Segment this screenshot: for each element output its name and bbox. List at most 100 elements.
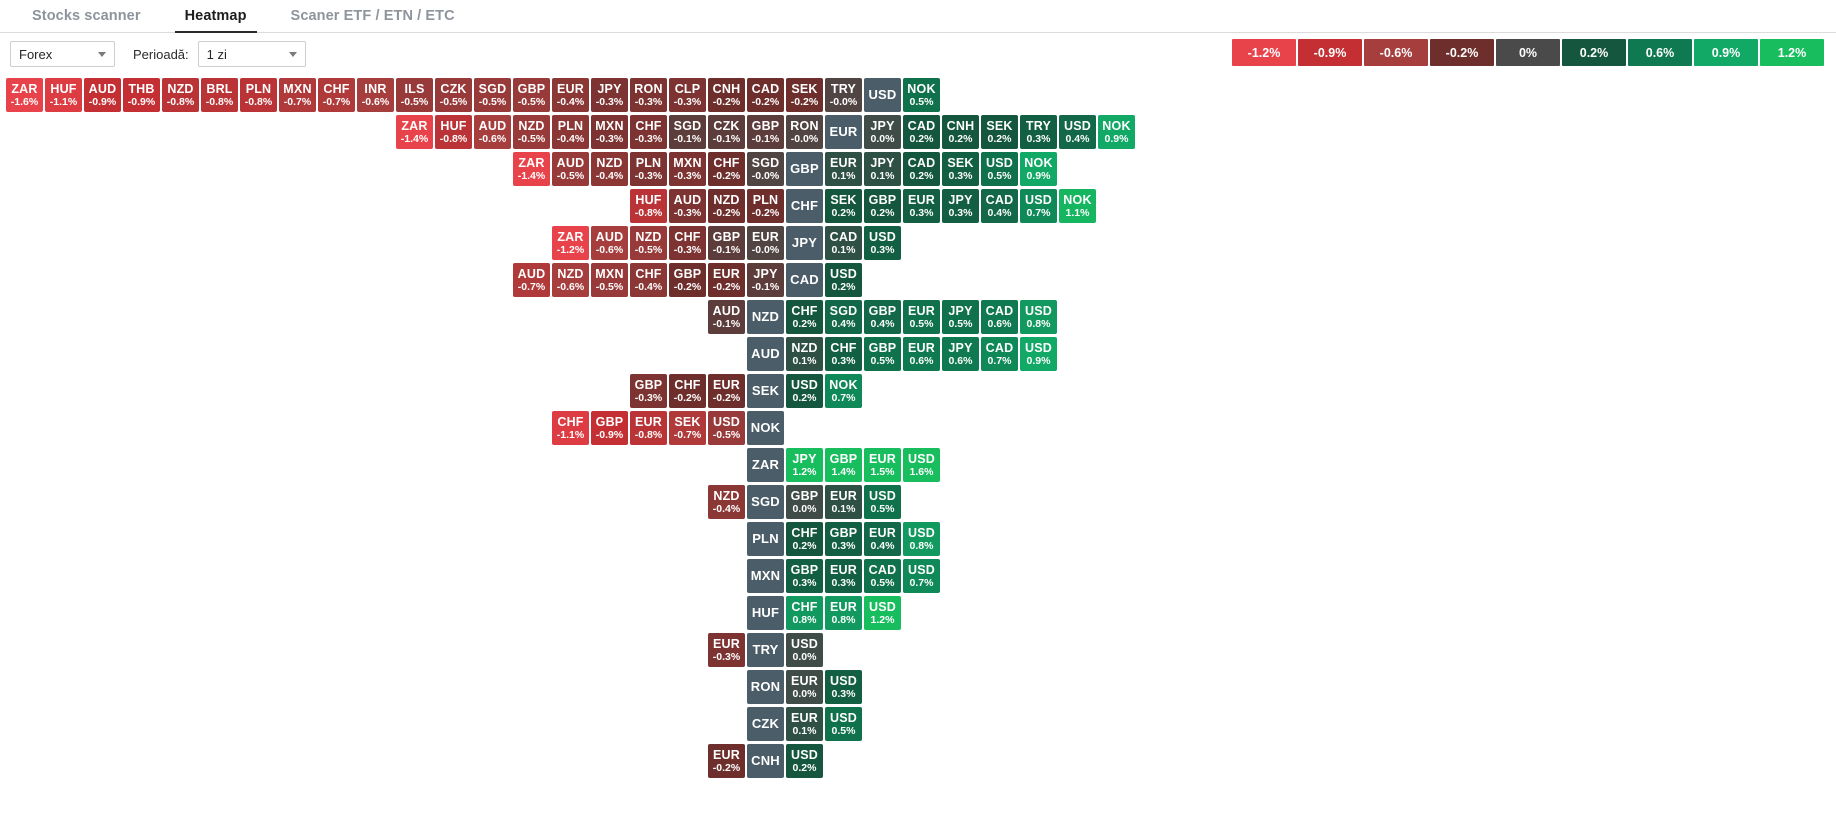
heatmap-base-cell[interactable]: SGD [747,485,784,519]
heatmap-cell[interactable]: MXN -0.3% [669,152,706,186]
legend-cell[interactable]: 1.2% [1760,39,1824,66]
heatmap-cell[interactable]: USD 0.3% [864,226,901,260]
heatmap-cell[interactable]: EUR 0.1% [786,707,823,741]
heatmap-cell[interactable]: NOK 0.9% [1020,152,1057,186]
heatmap-cell[interactable]: NZD -0.5% [630,226,667,260]
heatmap-cell[interactable]: USD 0.8% [903,522,940,556]
heatmap-cell[interactable]: USD 0.5% [981,152,1018,186]
heatmap-cell[interactable]: GBP 1.4% [825,448,862,482]
heatmap-cell[interactable]: GBP 0.4% [864,300,901,334]
legend-cell[interactable]: -0.6% [1364,39,1428,66]
heatmap-cell[interactable]: EUR 0.8% [825,596,862,630]
heatmap-cell[interactable]: JPY 1.2% [786,448,823,482]
heatmap-base-cell[interactable]: CAD [786,263,823,297]
heatmap-cell[interactable]: PLN -0.3% [630,152,667,186]
heatmap-cell[interactable]: CHF -0.3% [669,226,706,260]
heatmap-base-cell[interactable]: CNH [747,744,784,778]
heatmap-cell[interactable]: CNH -0.2% [708,78,745,112]
heatmap-cell[interactable]: CHF 0.3% [825,337,862,371]
heatmap-base-cell[interactable]: CHF [786,189,823,223]
heatmap-cell[interactable]: USD 0.7% [1020,189,1057,223]
legend-cell[interactable]: -1.2% [1232,39,1296,66]
heatmap-cell[interactable]: EUR 0.1% [825,152,862,186]
heatmap-cell[interactable]: CHF -1.1% [552,411,589,445]
heatmap-cell[interactable]: CAD -0.2% [747,78,784,112]
heatmap-cell[interactable]: THB -0.9% [123,78,160,112]
heatmap-cell[interactable]: SEK 0.3% [942,152,979,186]
tab-scaner-etf-etn-etc[interactable]: Scaner ETF / ETN / ETC [269,0,477,32]
heatmap-cell[interactable]: PLN -0.4% [552,115,589,149]
heatmap-cell[interactable]: EUR 0.5% [903,300,940,334]
heatmap-cell[interactable]: CAD 0.2% [903,115,940,149]
heatmap-cell[interactable]: ZAR -1.4% [396,115,433,149]
heatmap-base-cell[interactable]: EUR [825,115,862,149]
heatmap-cell[interactable]: EUR 0.4% [864,522,901,556]
heatmap-cell[interactable]: ZAR -1.4% [513,152,550,186]
heatmap-cell[interactable]: CAD 0.5% [864,559,901,593]
heatmap-cell[interactable]: NZD -0.5% [513,115,550,149]
heatmap-cell[interactable]: EUR -0.3% [708,633,745,667]
heatmap-cell[interactable]: ZAR -1.2% [552,226,589,260]
heatmap-cell[interactable]: AUD -0.3% [669,189,706,223]
heatmap-cell[interactable]: NZD -0.8% [162,78,199,112]
heatmap-cell[interactable]: CNH 0.2% [942,115,979,149]
legend-cell[interactable]: -0.2% [1430,39,1494,66]
period-select[interactable]: 1 zi [197,41,306,67]
heatmap-cell[interactable]: EUR -0.2% [708,744,745,778]
heatmap-cell[interactable]: GBP -0.1% [708,226,745,260]
heatmap-cell[interactable]: NOK 0.7% [825,374,862,408]
heatmap-cell[interactable]: NOK 0.9% [1098,115,1135,149]
heatmap-cell[interactable]: GBP -0.3% [630,374,667,408]
heatmap-cell[interactable]: TRY 0.3% [1020,115,1057,149]
legend-cell[interactable]: 0.2% [1562,39,1626,66]
heatmap-cell[interactable]: NZD -0.2% [708,189,745,223]
heatmap-cell[interactable]: AUD -0.9% [84,78,121,112]
heatmap-cell[interactable]: SEK 0.2% [825,189,862,223]
heatmap-cell[interactable]: JPY 0.3% [942,189,979,223]
heatmap-cell[interactable]: USD 0.5% [825,707,862,741]
heatmap-cell[interactable]: GBP 0.2% [864,189,901,223]
heatmap-cell[interactable]: CAD 0.7% [981,337,1018,371]
heatmap-cell[interactable]: BRL -0.8% [201,78,238,112]
heatmap-cell[interactable]: MXN -0.7% [279,78,316,112]
heatmap-cell[interactable]: EUR 0.3% [903,189,940,223]
heatmap-cell[interactable]: CZK -0.1% [708,115,745,149]
heatmap-cell[interactable]: CHF 0.2% [786,300,823,334]
heatmap-cell[interactable]: JPY 0.0% [864,115,901,149]
heatmap-base-cell[interactable]: ZAR [747,448,784,482]
heatmap-cell[interactable]: EUR -0.8% [630,411,667,445]
heatmap-base-cell[interactable]: PLN [747,522,784,556]
heatmap-cell[interactable]: AUD -0.7% [513,263,550,297]
heatmap-cell[interactable]: SGD -0.1% [669,115,706,149]
heatmap-cell[interactable]: SGD -0.5% [474,78,511,112]
heatmap-cell[interactable]: EUR -0.2% [708,263,745,297]
heatmap-cell[interactable]: USD 0.2% [825,263,862,297]
heatmap-cell[interactable]: MXN -0.5% [591,263,628,297]
legend-cell[interactable]: 0.9% [1694,39,1758,66]
heatmap-cell[interactable]: CLP -0.3% [669,78,706,112]
heatmap-cell[interactable]: SGD -0.0% [747,152,784,186]
heatmap-cell[interactable]: AUD -0.1% [708,300,745,334]
heatmap-cell[interactable]: INR -0.6% [357,78,394,112]
heatmap-cell[interactable]: NOK 0.5% [903,78,940,112]
heatmap-cell[interactable]: GBP 0.0% [786,485,823,519]
heatmap-base-cell[interactable]: USD [864,78,901,112]
heatmap-cell[interactable]: TRY -0.0% [825,78,862,112]
heatmap-cell[interactable]: CAD 0.2% [903,152,940,186]
heatmap-cell[interactable]: PLN -0.2% [747,189,784,223]
heatmap-base-cell[interactable]: JPY [786,226,823,260]
heatmap-cell[interactable]: GBP -0.2% [669,263,706,297]
heatmap-cell[interactable]: AUD -0.6% [591,226,628,260]
heatmap-base-cell[interactable]: TRY [747,633,784,667]
heatmap-cell[interactable]: EUR -0.2% [708,374,745,408]
heatmap-base-cell[interactable]: NOK [747,411,784,445]
heatmap-cell[interactable]: RON -0.0% [786,115,823,149]
heatmap-cell[interactable]: EUR 0.0% [786,670,823,704]
heatmap-cell[interactable]: SEK -0.2% [786,78,823,112]
heatmap-cell[interactable]: JPY 0.5% [942,300,979,334]
heatmap-cell[interactable]: HUF -0.8% [435,115,472,149]
heatmap-base-cell[interactable]: MXN [747,559,784,593]
heatmap-cell[interactable]: CHF -0.2% [708,152,745,186]
heatmap-cell[interactable]: CHF 0.2% [786,522,823,556]
heatmap-cell[interactable]: NOK 1.1% [1059,189,1096,223]
